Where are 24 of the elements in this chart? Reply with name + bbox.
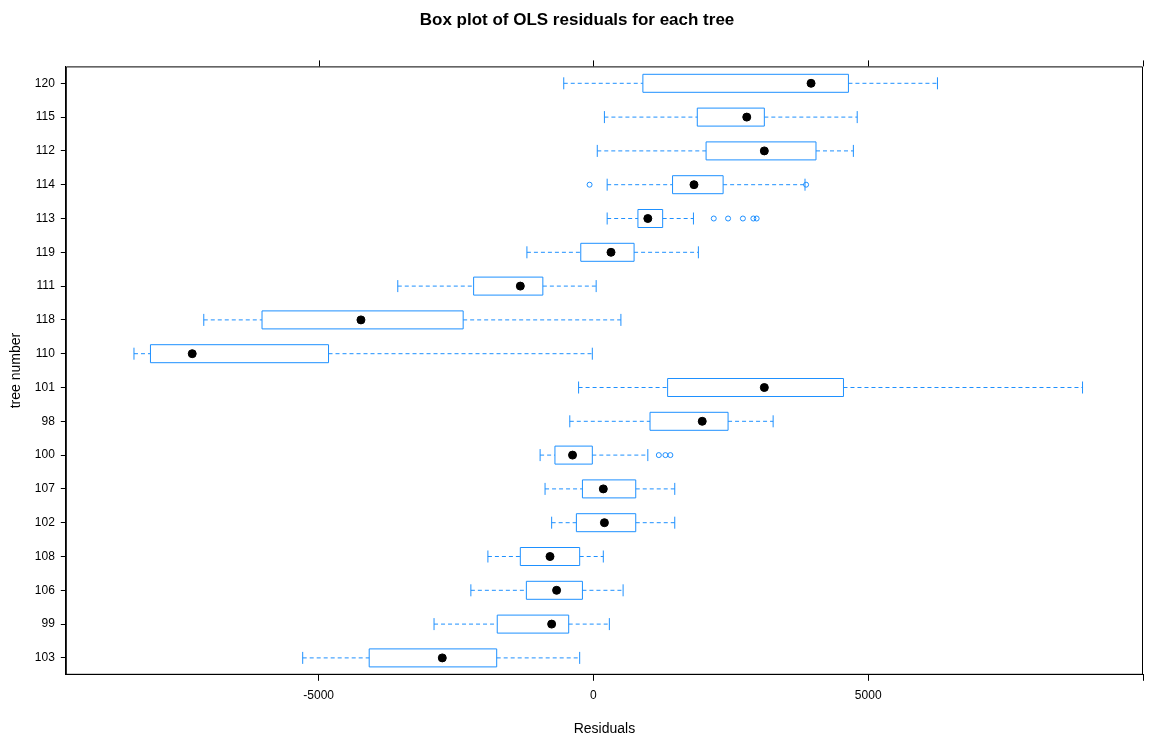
x-tick-label: 5000: [854, 688, 882, 703]
y-tick-label: 100: [34, 447, 56, 462]
y-tick-label: 108: [34, 548, 56, 563]
y-axis-title: tree number: [7, 332, 24, 409]
x-tick-label: 0: [590, 688, 598, 703]
x-axis-title: Residuals: [573, 720, 636, 737]
y-tick-label: 102: [34, 515, 56, 530]
y-tick-label: 113: [35, 210, 56, 225]
y-tick-label: 120: [34, 75, 56, 90]
y-tick-label: 110: [35, 346, 56, 361]
y-tick-label: 107: [34, 481, 56, 496]
y-tick-label: 114: [35, 177, 56, 192]
y-tick-label: 111: [36, 278, 56, 293]
y-tick-label: 103: [34, 650, 56, 665]
y-tick-label: 101: [34, 379, 56, 394]
chart-title: Box plot of OLS residuals for each tree: [419, 9, 735, 29]
y-tick-label: 99: [41, 616, 56, 631]
y-tick-label: 112: [35, 143, 56, 158]
y-tick-label: 118: [35, 312, 56, 327]
y-tick-label: 106: [34, 582, 56, 597]
y-tick-label: 119: [35, 244, 56, 259]
x-tick-label: -5000: [303, 688, 335, 703]
y-tick-label: 98: [41, 413, 56, 428]
y-tick-label: 115: [35, 109, 56, 124]
